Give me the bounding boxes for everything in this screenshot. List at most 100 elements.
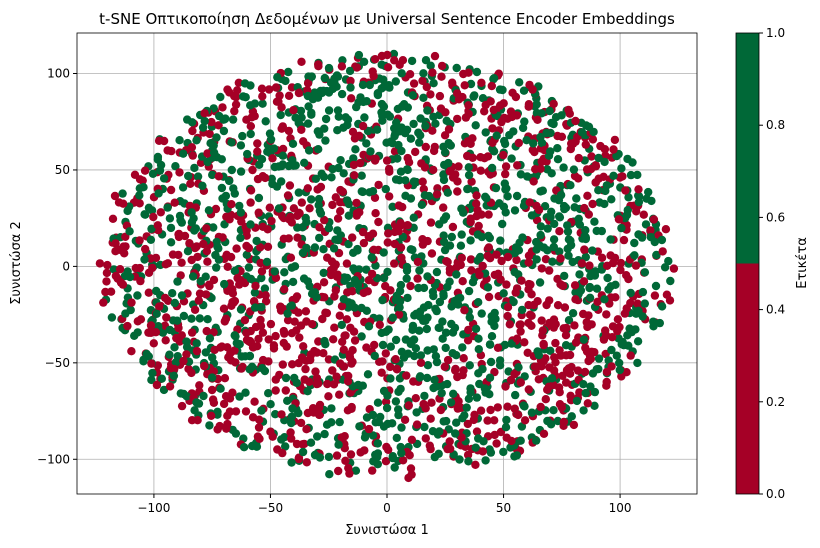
scatter-point xyxy=(486,357,496,367)
scatter-point xyxy=(584,210,593,219)
scatter-point xyxy=(453,294,463,303)
scatter-point xyxy=(329,244,339,253)
scatter-point xyxy=(402,274,411,283)
scatter-point xyxy=(464,170,474,180)
chart-title: t-SNE Οπτικοποίηση Δεδομένων με Universa… xyxy=(99,10,675,28)
scatter-point xyxy=(503,402,512,411)
scatter-point xyxy=(617,372,626,381)
scatter-point xyxy=(396,243,406,252)
scatter-point xyxy=(209,223,218,232)
scatter-point xyxy=(484,231,493,241)
scatter-point xyxy=(291,113,300,122)
scatter-point xyxy=(268,154,277,163)
scatter-point xyxy=(571,295,580,304)
scatter-point xyxy=(590,401,599,410)
scatter-point xyxy=(525,198,534,207)
scatter-point xyxy=(175,136,184,145)
scatter-point xyxy=(350,171,359,180)
scatter-point xyxy=(295,209,304,218)
scatter-point xyxy=(135,236,144,245)
scatter-point xyxy=(271,410,280,419)
scatter-point xyxy=(472,191,481,200)
scatter-point xyxy=(585,261,594,270)
scatter-point xyxy=(484,292,494,302)
scatter-point xyxy=(478,261,487,271)
scatter-point xyxy=(329,263,338,272)
scatter-point xyxy=(443,188,452,197)
scatter-point xyxy=(276,302,285,312)
scatter-point xyxy=(200,109,209,118)
scatter-point xyxy=(374,217,383,227)
scatter-point xyxy=(262,257,272,267)
scatter-point xyxy=(426,61,435,70)
scatter-point xyxy=(121,309,130,318)
scatter-point xyxy=(639,210,648,219)
scatter-point xyxy=(220,374,230,383)
scatter-point xyxy=(373,90,383,100)
scatter-point xyxy=(356,93,365,102)
scatter-point xyxy=(378,111,387,121)
scatter-point xyxy=(168,250,178,259)
scatter-point xyxy=(567,139,576,148)
scatter-point xyxy=(548,257,557,266)
scatter-point xyxy=(299,137,308,146)
scatter-point xyxy=(423,106,432,115)
scatter-point xyxy=(278,360,287,369)
scatter-point xyxy=(415,266,424,275)
scatter-point xyxy=(416,372,425,381)
scatter-point xyxy=(514,138,523,148)
scatter-point xyxy=(454,162,463,171)
scatter-point xyxy=(490,416,499,425)
scatter-point xyxy=(287,263,296,272)
scatter-point xyxy=(509,297,518,307)
scatter-point xyxy=(217,183,227,193)
scatter-point xyxy=(419,184,428,194)
scatter-point xyxy=(481,456,490,465)
scatter-point xyxy=(307,108,316,118)
scatter-point xyxy=(203,149,212,158)
scatter-point xyxy=(378,340,388,350)
scatter-point xyxy=(541,395,550,404)
scatter-point xyxy=(390,239,399,249)
scatter-point xyxy=(409,335,419,344)
scatter-point xyxy=(568,257,577,267)
scatter-point xyxy=(386,342,395,351)
scatter-point xyxy=(581,252,590,262)
scatter-point xyxy=(288,360,297,369)
scatter-point xyxy=(583,399,592,408)
scatter-point xyxy=(287,434,296,443)
scatter-point xyxy=(304,146,314,155)
scatter-point xyxy=(556,190,566,200)
scatter-point xyxy=(426,218,436,227)
scatter-point xyxy=(421,404,430,413)
scatter-point xyxy=(304,102,313,111)
scatter-point xyxy=(188,272,198,281)
scatter-point xyxy=(364,424,374,434)
scatter-point xyxy=(440,131,450,140)
scatter-point xyxy=(360,113,369,122)
scatter-point xyxy=(503,192,512,201)
scatter-point xyxy=(177,401,187,411)
scatter-point xyxy=(594,354,604,363)
scatter-point xyxy=(550,353,559,362)
scatter-point xyxy=(388,202,397,211)
scatter-point xyxy=(579,277,589,286)
scatter-point xyxy=(207,411,216,420)
scatter-point xyxy=(394,405,403,414)
scatter-point xyxy=(261,291,270,300)
scatter-point xyxy=(500,136,509,146)
scatter-point xyxy=(179,356,188,366)
scatter-point xyxy=(503,311,512,321)
scatter-point xyxy=(363,287,372,296)
scatter-point xyxy=(256,243,265,252)
scatter-point xyxy=(207,117,216,127)
scatter-point xyxy=(354,265,364,274)
scatter-point xyxy=(472,199,481,208)
scatter-point xyxy=(664,256,673,266)
scatter-point xyxy=(333,106,343,115)
scatter-point xyxy=(299,342,308,351)
scatter-point xyxy=(294,188,303,197)
scatter-point xyxy=(532,245,541,254)
scatter-point xyxy=(455,455,464,464)
scatter-point xyxy=(165,325,174,335)
